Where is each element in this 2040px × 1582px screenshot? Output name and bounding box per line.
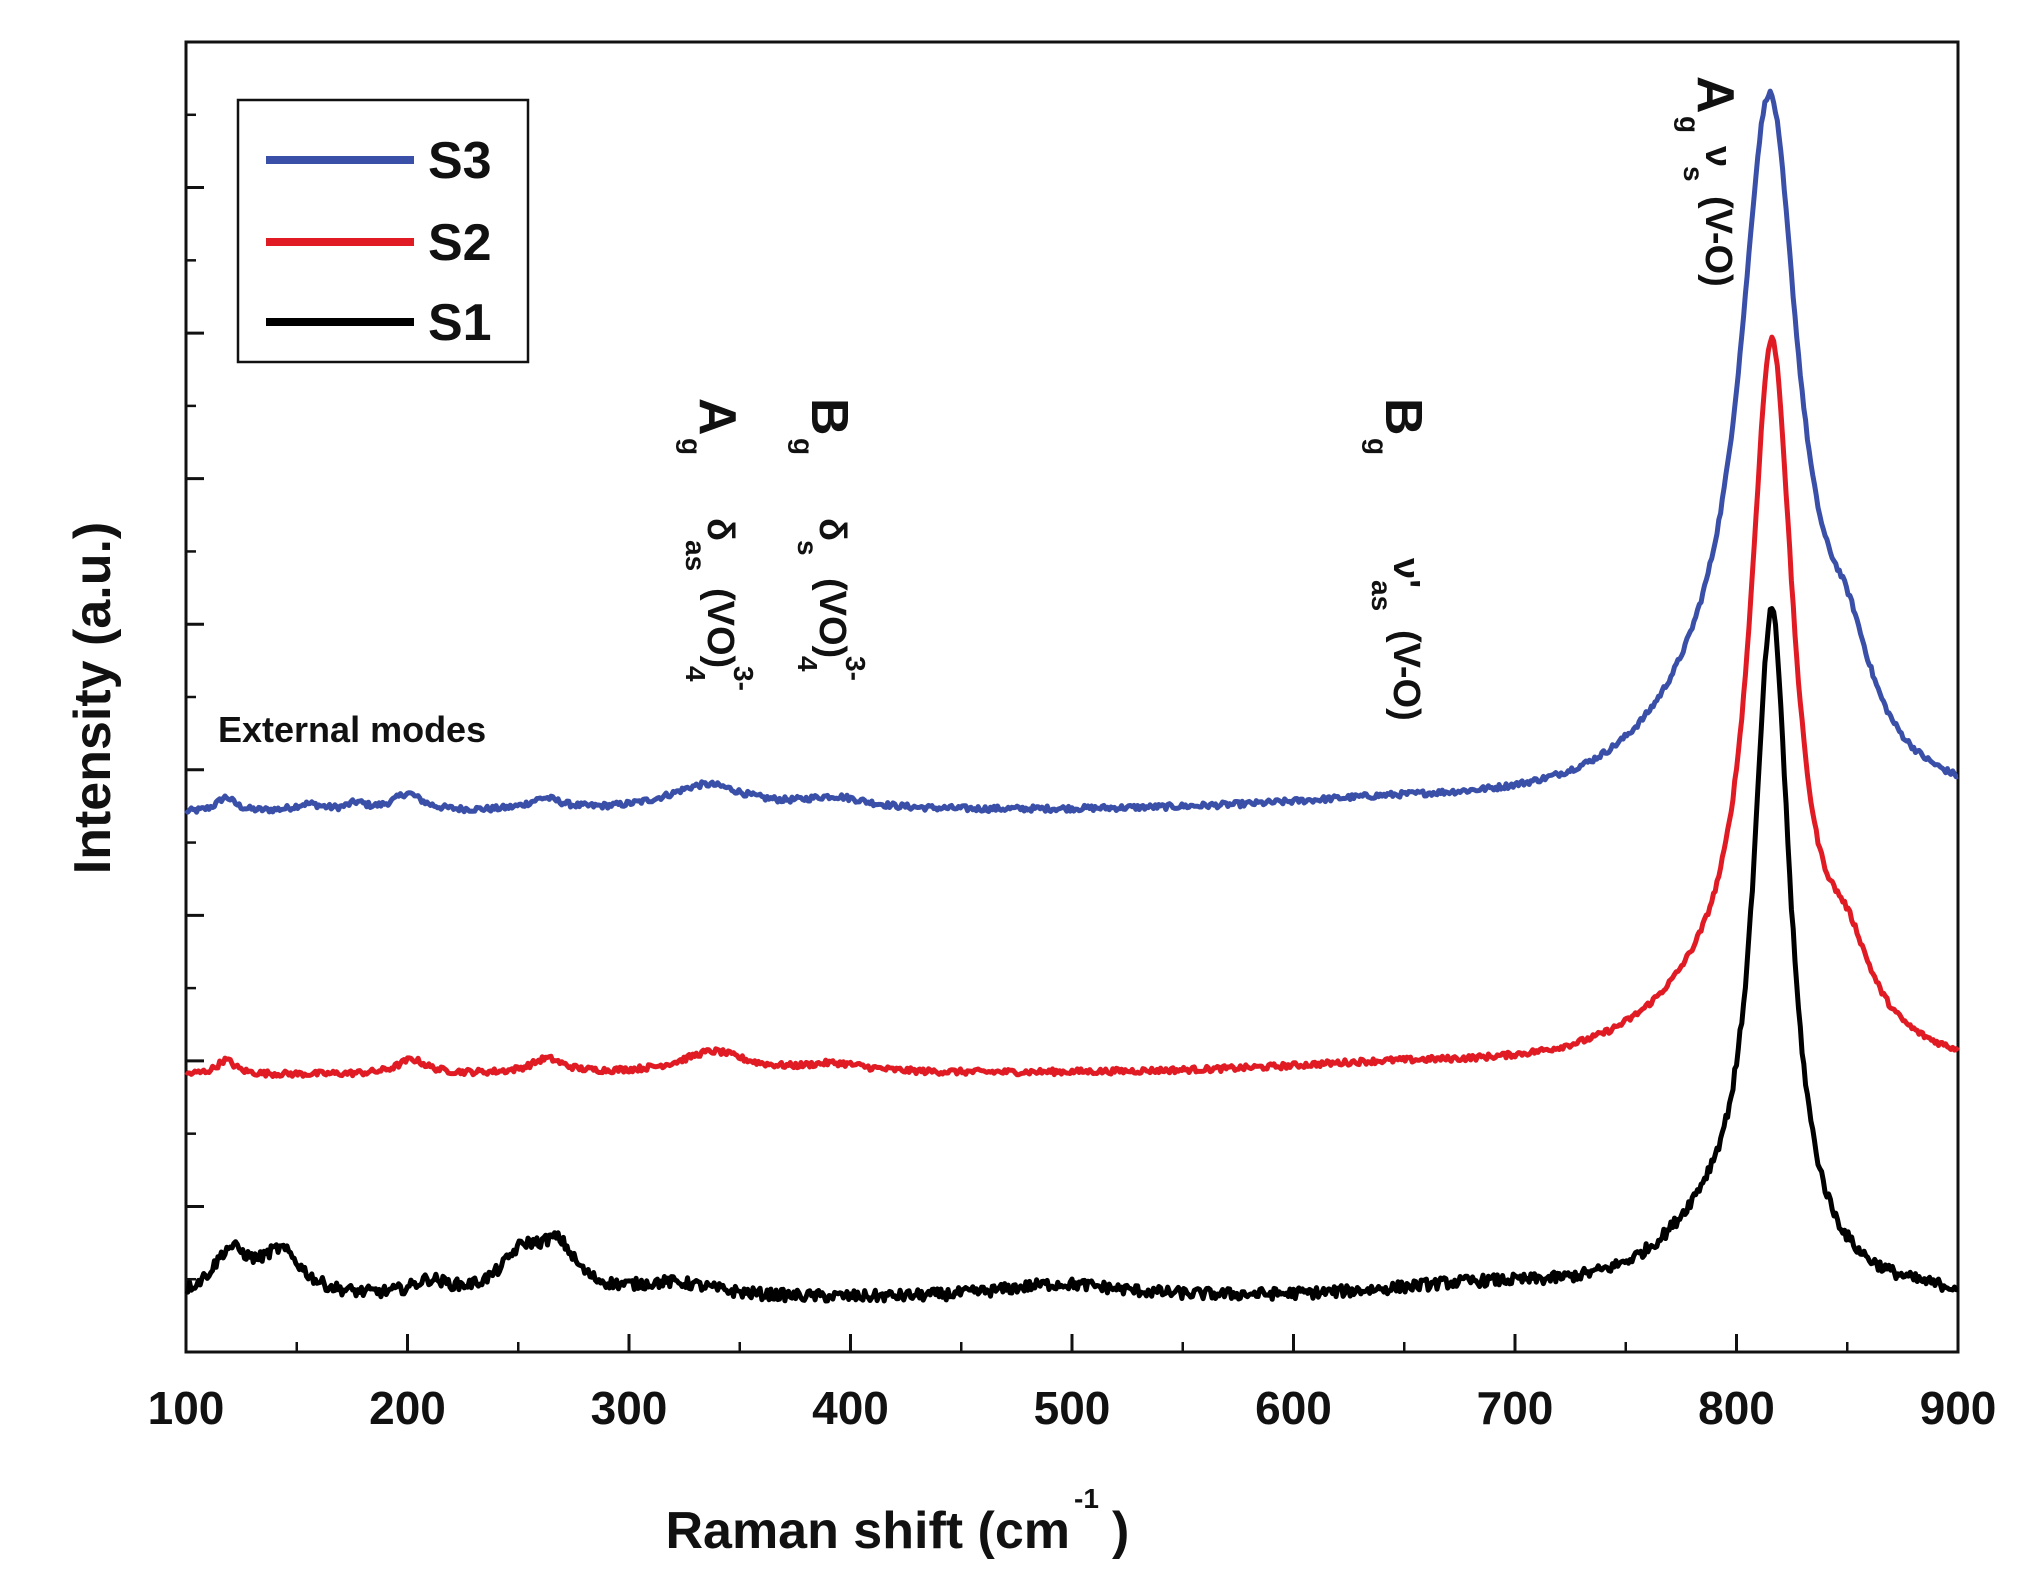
bg1-group: (VO) bbox=[811, 578, 853, 658]
bg1-main: B bbox=[800, 398, 858, 436]
ag1-group-sub: 4 bbox=[680, 666, 711, 682]
ag2-group: (V-O) bbox=[1697, 196, 1739, 287]
x-tick-labels: 100 200 300 400 500 600 700 800 900 bbox=[148, 1382, 1997, 1434]
series-line-s1 bbox=[184, 606, 1959, 1304]
x-tick-label: 900 bbox=[1920, 1382, 1997, 1434]
tick-layer bbox=[184, 40, 1960, 1354]
bg1-mode-sub: s bbox=[792, 540, 823, 556]
series-line-s3 bbox=[184, 88, 1959, 815]
ag2-main: A bbox=[1686, 76, 1744, 114]
ag1-mode: δ bbox=[699, 518, 741, 541]
x-tick-label: 100 bbox=[148, 1382, 225, 1434]
series-layer bbox=[184, 88, 1960, 1304]
x-tick-label: 500 bbox=[1034, 1382, 1111, 1434]
x-tick-label: 400 bbox=[812, 1382, 889, 1434]
bg2-mode-sub: as bbox=[1366, 580, 1397, 611]
series-line-s2 bbox=[184, 334, 1960, 1079]
bg1-sub: g bbox=[788, 438, 819, 455]
annotation-bg-delta-s: B g δ s (VO) 4 3- bbox=[788, 398, 871, 681]
legend-label-s2: S2 bbox=[428, 214, 492, 272]
bg1-mode: δ bbox=[811, 518, 853, 541]
ag2-sub: g bbox=[1674, 116, 1705, 133]
x-tick-label: 800 bbox=[1698, 1382, 1775, 1434]
ag1-main: A bbox=[688, 398, 746, 436]
ag2-mode-sub: s bbox=[1678, 166, 1709, 182]
bg2-main: B bbox=[1374, 398, 1432, 436]
ag1-mode-sub: as bbox=[680, 540, 711, 571]
ag1-sub: g bbox=[676, 438, 707, 455]
ag1-group-sup: 3- bbox=[728, 666, 759, 691]
annotation-external-modes: External modes bbox=[218, 709, 486, 750]
bg2-group: (V-O) bbox=[1385, 630, 1427, 721]
x-axis-title: Raman shift (cm bbox=[665, 1502, 1070, 1560]
x-tick-label: 700 bbox=[1477, 1382, 1554, 1434]
legend-label-s3: S3 bbox=[428, 132, 492, 190]
bg1-group-sub: 4 bbox=[792, 656, 823, 672]
bg1-group-sup: 3- bbox=[840, 656, 871, 681]
bg2-sub: g bbox=[1362, 438, 1393, 455]
annotation-bg-nu-as: B g ν' as (V-O) bbox=[1362, 398, 1432, 721]
bg2-mode: ν' bbox=[1385, 558, 1427, 588]
legend-label-s1: S1 bbox=[428, 294, 492, 352]
ag2-mode: ν bbox=[1697, 146, 1739, 167]
annotation-ag-delta-as: A g δ as (VO) 4 3- bbox=[676, 398, 759, 691]
y-axis-title: Intensity (a.u.) bbox=[64, 522, 122, 874]
x-tick-label: 200 bbox=[369, 1382, 446, 1434]
x-axis-title-close: ) bbox=[1112, 1502, 1129, 1560]
legend: S3 S2 S1 bbox=[236, 98, 530, 364]
x-tick-label: 600 bbox=[1255, 1382, 1332, 1434]
ag1-group: (VO) bbox=[699, 588, 741, 668]
annotation-ag-nu-s: A g ν s (V-O) bbox=[1674, 76, 1744, 287]
x-axis-title-sup: -1 bbox=[1074, 1483, 1099, 1514]
x-tick-label: 300 bbox=[591, 1382, 668, 1434]
